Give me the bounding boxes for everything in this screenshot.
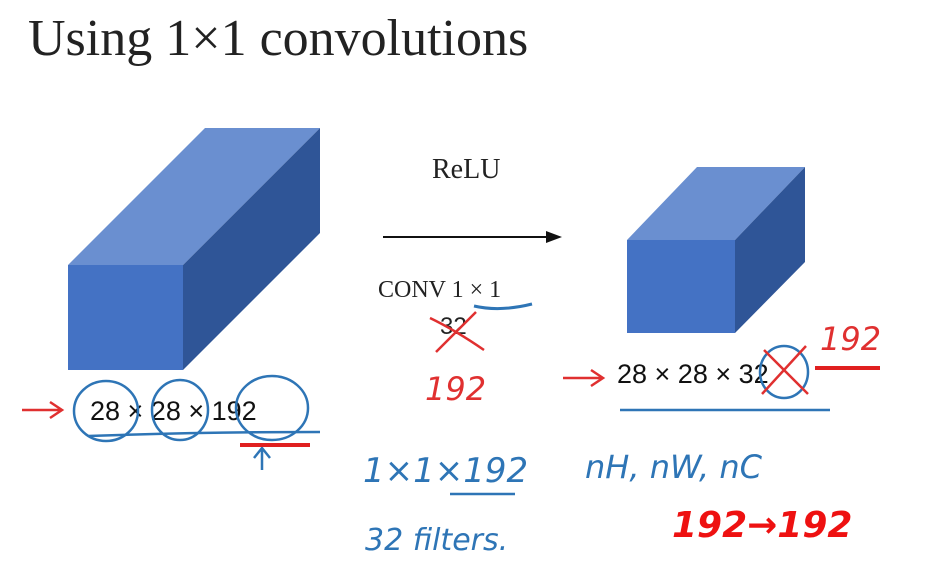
handwritten-correction: 192 xyxy=(820,320,881,358)
cross-out xyxy=(761,345,809,395)
handwritten-note: 32 filters. xyxy=(365,523,508,558)
underline xyxy=(87,430,321,438)
circle xyxy=(234,374,310,442)
pointer-arrow xyxy=(22,400,65,420)
circle xyxy=(150,378,210,442)
cube-side xyxy=(183,128,320,370)
handwritten-note: nH, nW, nC xyxy=(585,448,763,486)
handwritten-correction: 192 xyxy=(425,370,486,408)
circle xyxy=(72,379,140,443)
arrow-head xyxy=(546,231,562,243)
circle xyxy=(758,344,810,400)
output-shape: 28 × 28 × 32 xyxy=(617,359,769,389)
slide-title: Using 1×1 convolutions xyxy=(28,10,528,67)
cube-side xyxy=(735,167,805,333)
handwritten-note: 1×1×192 xyxy=(363,451,528,491)
input-shape: 28 × 28 × 192 xyxy=(90,396,257,426)
conv-label: CONV 1 × 1 xyxy=(378,277,501,303)
pointer-arrow xyxy=(563,368,606,388)
handwritten-note: 192→192 xyxy=(672,505,852,546)
underline xyxy=(473,302,533,311)
arrow xyxy=(253,445,271,470)
activation-label: ReLU xyxy=(432,154,500,185)
cube-front xyxy=(68,265,183,370)
cross-out xyxy=(429,311,485,353)
cube-top xyxy=(627,167,805,240)
cube-top xyxy=(68,128,320,265)
cube-front xyxy=(627,240,735,333)
input-volume xyxy=(68,128,320,370)
annotation-marks xyxy=(72,374,321,470)
output-volume xyxy=(627,167,805,333)
